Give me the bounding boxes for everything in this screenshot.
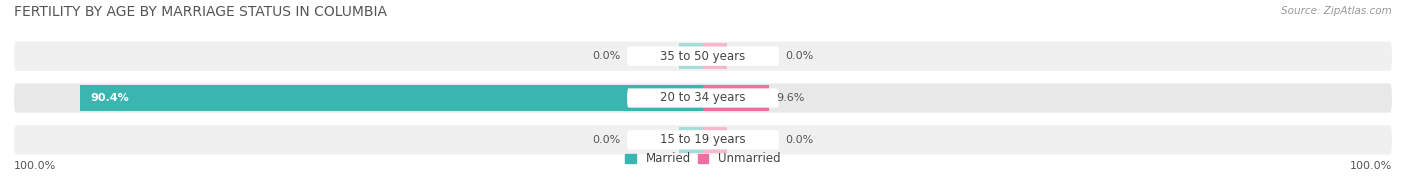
- FancyBboxPatch shape: [627, 88, 779, 108]
- Bar: [703, 127, 727, 153]
- Text: 0.0%: 0.0%: [592, 135, 620, 145]
- Bar: [703, 43, 727, 69]
- Text: 9.6%: 9.6%: [776, 93, 804, 103]
- Legend: Married, Unmarried: Married, Unmarried: [620, 147, 786, 170]
- Text: FERTILITY BY AGE BY MARRIAGE STATUS IN COLUMBIA: FERTILITY BY AGE BY MARRIAGE STATUS IN C…: [14, 5, 387, 19]
- FancyBboxPatch shape: [14, 83, 1392, 113]
- Text: 0.0%: 0.0%: [786, 135, 814, 145]
- Text: 15 to 19 years: 15 to 19 years: [661, 133, 745, 146]
- Text: 0.0%: 0.0%: [786, 51, 814, 61]
- Text: 20 to 34 years: 20 to 34 years: [661, 92, 745, 104]
- Bar: [679, 127, 703, 153]
- Bar: [80, 85, 703, 111]
- Bar: [679, 43, 703, 69]
- FancyBboxPatch shape: [627, 47, 779, 66]
- Text: Source: ZipAtlas.com: Source: ZipAtlas.com: [1281, 6, 1392, 16]
- FancyBboxPatch shape: [14, 42, 1392, 71]
- Text: 35 to 50 years: 35 to 50 years: [661, 50, 745, 63]
- Text: 90.4%: 90.4%: [90, 93, 129, 103]
- Text: 100.0%: 100.0%: [1350, 161, 1392, 171]
- Text: 100.0%: 100.0%: [14, 161, 56, 171]
- Bar: [703, 85, 769, 111]
- FancyBboxPatch shape: [14, 125, 1392, 154]
- FancyBboxPatch shape: [627, 130, 779, 149]
- Text: 0.0%: 0.0%: [592, 51, 620, 61]
